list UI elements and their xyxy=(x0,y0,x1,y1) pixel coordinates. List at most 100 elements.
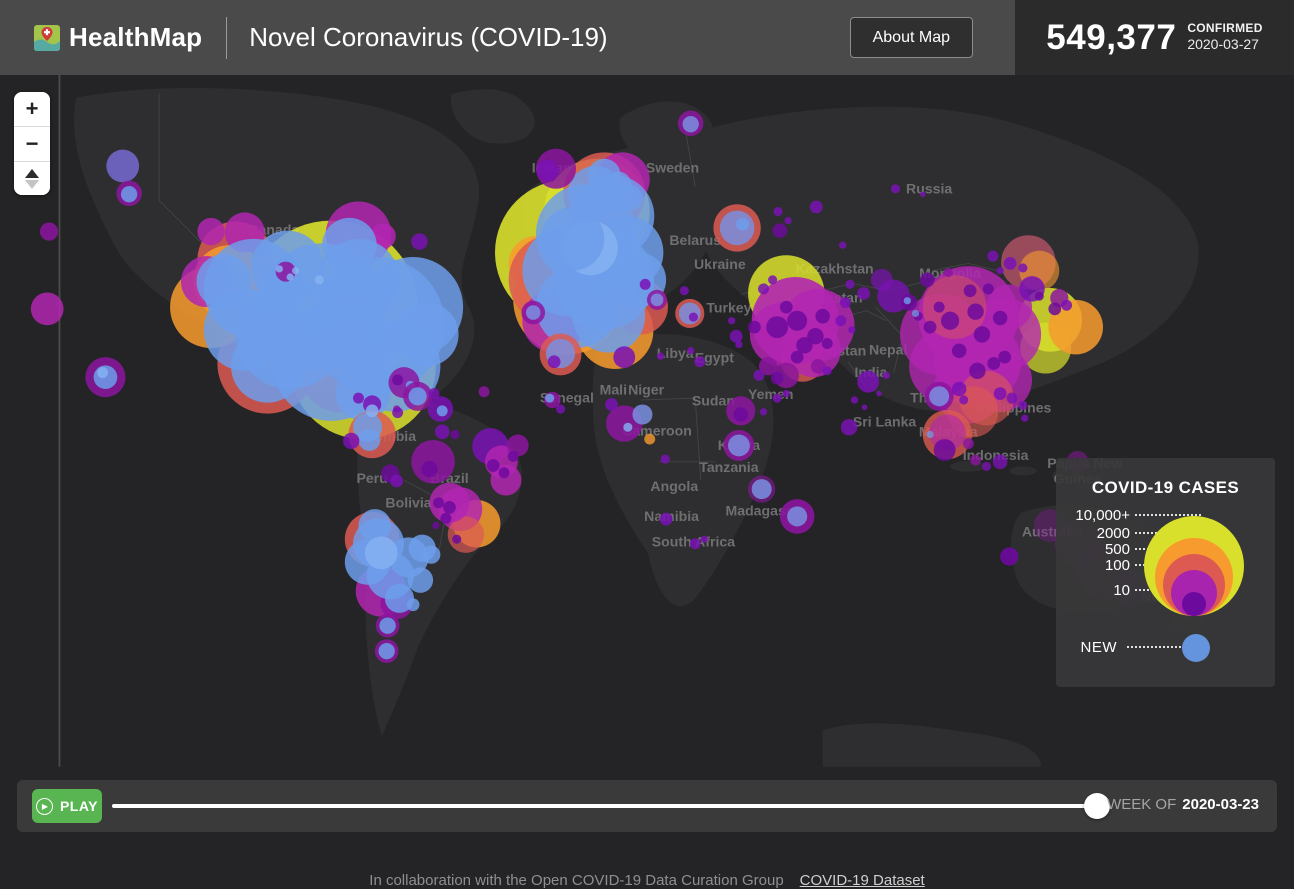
case-bubble xyxy=(700,535,708,543)
legend-new-circle xyxy=(1182,634,1210,662)
case-bubble xyxy=(882,371,891,379)
arrow-down-icon xyxy=(25,179,39,189)
case-bubble xyxy=(365,404,379,418)
confirmed-label: CONFIRMED xyxy=(1187,21,1263,36)
dataset-link[interactable]: COVID-19 Dataset xyxy=(799,872,925,889)
case-bubble xyxy=(392,407,404,419)
header-bar: HealthMap Novel Coronavirus (COVID-19) A… xyxy=(0,0,1294,75)
case-bubble xyxy=(39,222,59,241)
case-bubble xyxy=(384,583,414,613)
case-bubble xyxy=(870,268,893,291)
case-bubble xyxy=(660,454,670,464)
legend-scale-label: 500 xyxy=(1104,540,1130,558)
case-bubble xyxy=(772,393,782,403)
case-bubble xyxy=(728,434,750,457)
case-bubble xyxy=(1003,257,1017,270)
country-label: Yemen xyxy=(748,386,793,402)
case-bubble xyxy=(1021,414,1029,422)
country-label: Angola xyxy=(650,478,698,494)
case-bubble xyxy=(1018,400,1028,410)
case-bubble xyxy=(787,506,808,527)
healthmap-logo[interactable]: HealthMap xyxy=(34,22,202,53)
zoom-slider-handle[interactable] xyxy=(14,162,50,195)
case-bubble xyxy=(555,404,566,414)
case-bubble xyxy=(286,273,294,281)
footer-text: In collaboration with the Open COVID-19 … xyxy=(369,872,784,889)
case-bubble xyxy=(390,474,404,488)
case-bubble xyxy=(406,598,420,612)
case-bubble xyxy=(434,424,450,440)
case-bubble xyxy=(436,405,448,417)
case-bubble xyxy=(443,500,456,514)
case-bubble xyxy=(719,210,755,246)
play-button[interactable]: ▶ PLAY xyxy=(32,789,102,823)
zoom-out-button[interactable]: − xyxy=(14,127,50,161)
case-bubble xyxy=(678,302,701,325)
legend-scale-circle xyxy=(1182,592,1206,616)
case-bubble xyxy=(392,374,404,386)
country-label: Russia xyxy=(906,180,952,196)
case-bubble xyxy=(659,512,673,526)
case-bubble xyxy=(422,545,441,564)
country-label: Nepal xyxy=(869,341,907,357)
case-bubble xyxy=(343,432,360,450)
case-bubble xyxy=(787,310,808,331)
case-bubble xyxy=(729,329,743,343)
country-label: Tanzania xyxy=(699,459,758,475)
case-bubble xyxy=(998,350,1012,364)
case-bubble xyxy=(923,320,937,334)
case-bubble xyxy=(748,320,761,334)
map-canvas[interactable]: IcelandSwedenRussiaCanadaBelarusUkraineK… xyxy=(0,75,1294,889)
case-bubble xyxy=(279,285,287,293)
case-bubble xyxy=(679,286,689,296)
zoom-separator xyxy=(14,161,50,162)
case-bubble xyxy=(689,538,701,550)
case-bubble xyxy=(807,328,824,345)
case-bubble xyxy=(358,429,381,451)
case-bubble xyxy=(275,265,283,273)
case-bubble xyxy=(452,534,462,544)
timeline-track[interactable] xyxy=(112,804,1097,808)
case-bubble xyxy=(850,396,859,404)
zoom-separator xyxy=(14,126,50,127)
case-bubble xyxy=(845,279,855,289)
case-bubble xyxy=(951,343,967,359)
case-bubble xyxy=(353,392,364,404)
case-bubble xyxy=(682,115,699,133)
case-bubble xyxy=(433,497,445,509)
case-bubble xyxy=(688,312,698,322)
case-bubble xyxy=(1034,291,1044,301)
case-bubble xyxy=(784,216,792,225)
case-bubble xyxy=(779,300,793,314)
case-bubble xyxy=(203,288,286,371)
case-bubble xyxy=(876,390,882,397)
country-label: Bolivia xyxy=(385,494,431,510)
timeline-thumb[interactable] xyxy=(1084,793,1110,819)
case-bubble xyxy=(981,461,992,471)
case-bubble xyxy=(196,254,252,309)
week-value: 2020-03-23 xyxy=(1182,796,1259,813)
case-bubble xyxy=(440,512,452,524)
world-map: IcelandSwedenRussiaCanadaBelarusUkraineK… xyxy=(30,75,1227,767)
case-bubble xyxy=(926,430,934,439)
legend-scale-label: 10 xyxy=(1113,581,1130,599)
case-bubble xyxy=(322,217,377,273)
case-bubble xyxy=(632,404,653,425)
case-bubble xyxy=(97,367,109,379)
case-bubble xyxy=(432,521,440,530)
legend-scale-row: 10,000+ xyxy=(1064,507,1201,524)
zoom-in-button[interactable]: + xyxy=(14,92,50,126)
case-bubble xyxy=(506,434,529,457)
case-bubble xyxy=(993,387,1007,400)
case-bubble xyxy=(650,293,664,307)
case-bubble xyxy=(540,206,605,271)
legend-scale-label: 2000 xyxy=(1096,524,1130,542)
about-map-button[interactable]: About Map xyxy=(849,17,973,58)
healthmap-logo-icon xyxy=(34,24,60,51)
case-bubble xyxy=(920,272,935,288)
case-bubble xyxy=(694,356,706,368)
case-bubble xyxy=(1061,299,1073,311)
case-bubble xyxy=(768,275,778,285)
country-label: Peru xyxy=(356,470,387,486)
case-bubble xyxy=(766,316,789,339)
